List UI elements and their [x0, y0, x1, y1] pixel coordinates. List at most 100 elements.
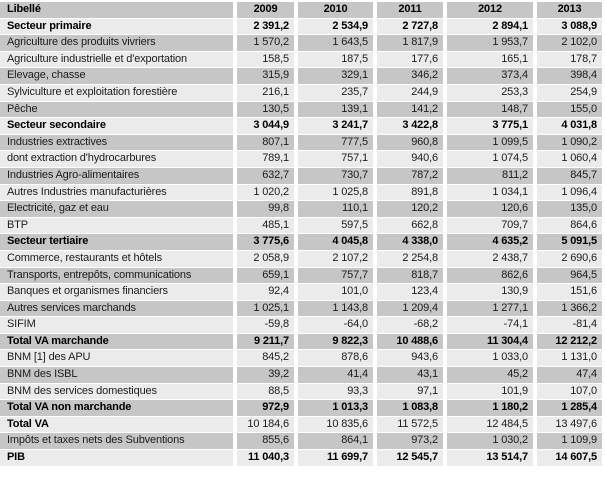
value-cell: 1 034,1 — [447, 184, 533, 201]
value-cell: 845,2 — [237, 350, 294, 367]
value-cell: 864,6 — [537, 217, 602, 234]
value-cell: 158,5 — [237, 51, 294, 68]
value-cell: 818,7 — [377, 267, 443, 284]
value-cell: -81,4 — [537, 317, 602, 333]
value-cell: 14 607,5 — [537, 450, 602, 466]
table-row: Sylviculture et exploitation forestière 2… — [0, 84, 602, 101]
value-cell: 845,7 — [537, 167, 602, 184]
value-cell: 110,1 — [298, 201, 373, 217]
year-header-2012: 2012 — [447, 2, 533, 18]
row-label: Elevage, chasse — [0, 68, 233, 84]
value-cell: 5 091,5 — [537, 234, 602, 250]
value-cell: 1 143,8 — [298, 300, 373, 317]
table-row: Autres Industries manufacturières 1 020,2… — [0, 184, 602, 201]
table-row: Banques et organismes financiers 92,4 101,… — [0, 284, 602, 300]
value-cell: 187,5 — [298, 51, 373, 68]
value-cell: 92,4 — [237, 284, 294, 300]
value-cell: 2 438,7 — [447, 250, 533, 267]
row-label: Impôts et taxes nets des Subventions — [0, 433, 233, 450]
value-cell: 12 484,5 — [447, 416, 533, 433]
value-cell: 235,7 — [298, 84, 373, 101]
value-cell: 177,6 — [377, 51, 443, 68]
value-cell: 485,1 — [237, 217, 294, 234]
table-row: BTP 485,1 597,5 662,8 709,7 864,6 — [0, 217, 602, 234]
value-cell: 373,4 — [447, 68, 533, 84]
value-cell: 789,1 — [237, 151, 294, 167]
value-cell: 3 044,9 — [237, 118, 294, 134]
value-cell: 11 304,4 — [447, 333, 533, 350]
value-cell: 244,9 — [377, 84, 443, 101]
value-cell: -74,1 — [447, 317, 533, 333]
row-label: SIFIM — [0, 317, 233, 333]
value-cell: 1 817,9 — [377, 35, 443, 51]
table-row: SIFIM -59,8 -64,0 -68,2 -74,1 -81,4 — [0, 317, 602, 333]
value-cell: 9 211,7 — [237, 333, 294, 350]
value-cell: 178,7 — [537, 51, 602, 68]
year-header-2011: 2011 — [377, 2, 443, 18]
table-row: Secteur secondaire 3 044,9 3 241,7 3 422,8 3… — [0, 118, 602, 134]
value-cell: 107,0 — [537, 383, 602, 400]
table-row: Total VA non marchande 972,9 1 013,3 1 083,… — [0, 400, 602, 416]
row-label: dont extraction d'hydrocarbures — [0, 151, 233, 167]
row-label: BTP — [0, 217, 233, 234]
table-row: Pêche 130,5 139,1 141,2 148,7 155,0 — [0, 101, 602, 118]
value-cell: 10 488,6 — [377, 333, 443, 350]
value-cell: 3 241,7 — [298, 118, 373, 134]
value-cell: 43,1 — [377, 367, 443, 383]
value-cell: 1 570,2 — [237, 35, 294, 51]
value-cell: 1 090,2 — [537, 134, 602, 151]
value-cell: 2 894,1 — [447, 18, 533, 35]
table-row: Secteur primaire 2 391,2 2 534,9 2 727,8 2 8… — [0, 18, 602, 35]
value-cell: 632,7 — [237, 167, 294, 184]
table-row: BNM [1] des APU 845,2 878,6 943,6 1 033,0 1 1… — [0, 350, 602, 367]
value-cell: 11 572,5 — [377, 416, 443, 433]
value-cell: 39,2 — [237, 367, 294, 383]
table-row: dont extraction d'hydrocarbures 789,1 757,… — [0, 151, 602, 167]
value-cell: 4 635,2 — [447, 234, 533, 250]
value-cell: 130,9 — [447, 284, 533, 300]
table-row: Autres services marchands 1 025,1 1 143,8 1… — [0, 300, 602, 317]
value-cell: 1 060,4 — [537, 151, 602, 167]
value-cell: 2 727,8 — [377, 18, 443, 35]
value-cell: 148,7 — [447, 101, 533, 118]
value-cell: 13 514,7 — [447, 450, 533, 466]
value-cell: 1 025,1 — [237, 300, 294, 317]
value-cell: 2 534,9 — [298, 18, 373, 35]
value-cell: 4 031,8 — [537, 118, 602, 134]
value-cell: 709,7 — [447, 217, 533, 234]
value-cell: 165,1 — [447, 51, 533, 68]
value-cell: 3 088,9 — [537, 18, 602, 35]
value-cell: 878,6 — [298, 350, 373, 367]
value-cell: 662,8 — [377, 217, 443, 234]
row-label: BNM des ISBL — [0, 367, 233, 383]
row-label: BNM des services domestiques — [0, 383, 233, 400]
value-cell: 972,9 — [237, 400, 294, 416]
row-label: Autres Industries manufacturières — [0, 184, 233, 201]
row-label: Secteur primaire — [0, 18, 233, 35]
value-cell: 1 109,9 — [537, 433, 602, 450]
row-label: BNM [1] des APU — [0, 350, 233, 367]
value-cell: 597,5 — [298, 217, 373, 234]
value-cell: 346,2 — [377, 68, 443, 84]
value-cell: 97,1 — [377, 383, 443, 400]
value-cell: 329,1 — [298, 68, 373, 84]
value-cell: 47,4 — [537, 367, 602, 383]
value-cell: 3 422,8 — [377, 118, 443, 134]
value-cell: 2 690,6 — [537, 250, 602, 267]
value-cell: 45,2 — [447, 367, 533, 383]
value-cell: 2 107,2 — [298, 250, 373, 267]
value-cell: 41,4 — [298, 367, 373, 383]
value-cell: 1 131,0 — [537, 350, 602, 367]
value-cell: 2 058,9 — [237, 250, 294, 267]
value-cell: 1 096,4 — [537, 184, 602, 201]
value-cell: 864,1 — [298, 433, 373, 450]
value-cell: 855,6 — [237, 433, 294, 450]
national-accounts-table: Libellé 2009 2010 2011 2012 2013 Secteur… — [0, 2, 602, 466]
row-label: Industries extractives — [0, 134, 233, 151]
table-row: Commerce, restaurants et hôtels 2 058,9 2 … — [0, 250, 602, 267]
table-row: Transports, entrepôts, communications 659… — [0, 267, 602, 284]
value-cell: 93,3 — [298, 383, 373, 400]
value-cell: 12 545,7 — [377, 450, 443, 466]
value-cell: 1 285,4 — [537, 400, 602, 416]
value-cell: 1 953,7 — [447, 35, 533, 51]
